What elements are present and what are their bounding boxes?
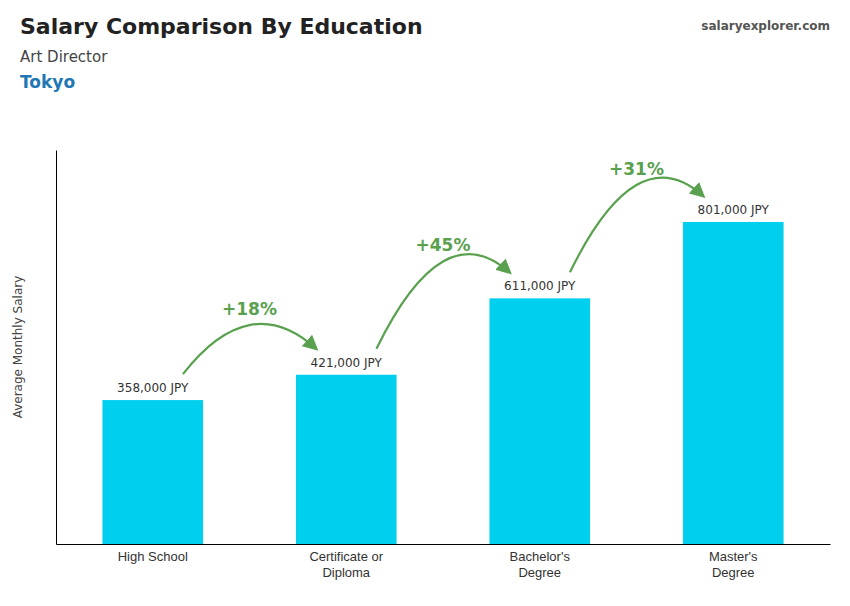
x-axis-line: [57, 544, 831, 545]
annotation: +18%: [222, 299, 277, 319]
x-tick-label: Master'sDegree: [709, 549, 758, 580]
x-axis: High School Certificate orDiploma Bachelor…: [57, 544, 831, 580]
x-tick-label-line: Master's: [709, 549, 758, 564]
chart: Salary Comparison By Education Art Direct…: [0, 0, 850, 606]
subtitle: Tokyo: [20, 72, 75, 92]
data-label: 611,000 JPY: [504, 279, 576, 293]
plot: High School Certificate orDiploma Bachelor…: [57, 151, 831, 580]
y-axis-line: [56, 151, 57, 545]
bars: [102, 222, 783, 544]
x-tick: Certificate orDiploma: [309, 544, 383, 580]
x-tick: High School: [118, 544, 188, 564]
annotation: +45%: [416, 235, 471, 255]
x-tick-label-line: Degree: [712, 565, 755, 580]
bar: [683, 222, 784, 544]
x-tick-label: Bachelor'sDegree: [510, 549, 571, 580]
arrow: [183, 324, 316, 374]
title: Salary Comparison By Education: [20, 14, 423, 39]
y-axis: [56, 151, 57, 545]
x-tick: Bachelor'sDegree: [510, 544, 571, 580]
data-labels: 358,000 JPY 421,000 JPY 611,000 JPY 801,000…: [117, 203, 769, 395]
data-label: 801,000 JPY: [698, 203, 770, 217]
annotations: +18% +45% +31%: [183, 159, 703, 374]
bar: [102, 400, 203, 544]
arrow: [570, 178, 703, 273]
data-label: 358,000 JPY: [117, 381, 189, 395]
x-tick-label: High School: [118, 549, 188, 564]
x-tick-label: Certificate orDiploma: [309, 549, 383, 580]
x-tick-label-line: High School: [118, 549, 188, 564]
source: salaryexplorer.com: [701, 19, 830, 33]
bar: [489, 298, 590, 544]
arrow: [376, 254, 509, 349]
bar: [296, 375, 397, 544]
data-label: 421,000 JPY: [311, 356, 383, 370]
x-tick-label-line: Degree: [518, 565, 561, 580]
subtitle: Art Director: [20, 48, 108, 66]
annotation: +31%: [609, 159, 664, 179]
x-tick-label-line: Bachelor's: [510, 549, 571, 564]
x-tick-label-line: Certificate or: [309, 549, 383, 564]
x-tick: Master'sDegree: [709, 544, 758, 580]
x-tick-label-line: Diploma: [322, 565, 370, 580]
y-axis-title: Average Monthly Salary: [11, 276, 25, 419]
